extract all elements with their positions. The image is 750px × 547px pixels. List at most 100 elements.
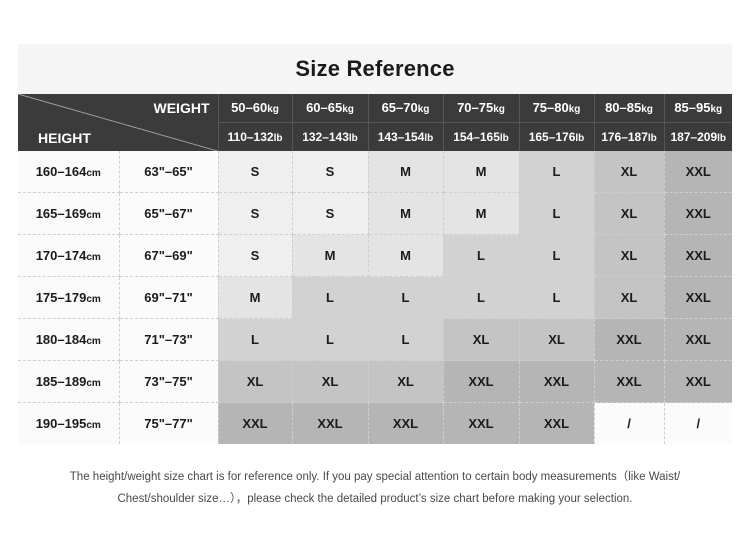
size-cell: XXL — [664, 234, 732, 277]
size-cell: M — [368, 151, 444, 193]
height-cm-cell: 170–174cm — [18, 234, 120, 277]
weight-header-lb: 154–165lb — [443, 122, 520, 151]
weight-kg-unit: kg — [342, 104, 354, 115]
header-row-weight-kg: WEIGHT HEIGHT 50–60kg 60–65kg 65–70kg 70–75kg… — [18, 94, 732, 151]
size-cell: L — [519, 192, 595, 235]
weight-header-kg: 80–85kg — [594, 94, 665, 123]
weight-kg-range: 70–75 — [457, 100, 494, 115]
weight-kg-range: 50–60 — [231, 100, 268, 115]
height-cm-cell: 190–195cm — [18, 402, 120, 444]
height-inch-cell: 63"–65" — [119, 151, 219, 193]
page-title: Size Reference — [295, 56, 455, 81]
weight-lb-unit: lb — [499, 133, 509, 144]
size-cell: XL — [218, 360, 293, 403]
height-cm-range: 180–184 — [35, 332, 87, 347]
height-cm-cell: 185–189cm — [18, 360, 120, 403]
weight-kg-range: 65–70 — [381, 100, 418, 115]
table-row: 165–169cm 65"–67" S S M M L XL XXL — [18, 192, 732, 235]
size-cell: XXL — [519, 402, 595, 444]
height-cm-range: 190–195 — [35, 416, 87, 431]
size-cell: L — [292, 276, 369, 319]
size-cell: S — [292, 192, 369, 235]
size-cell: L — [218, 318, 293, 361]
weight-header-kg: 85–95kg — [664, 94, 732, 123]
size-cell: XL — [594, 234, 665, 277]
size-cell: / — [664, 402, 732, 444]
weight-header-kg: 70–75kg — [443, 94, 520, 123]
size-cell: XXL — [292, 402, 369, 444]
weight-lb-range: 110–132 — [227, 130, 274, 144]
height-axis-label: HEIGHT — [38, 130, 91, 146]
weight-kg-unit: kg — [710, 104, 723, 115]
title-band: Size Reference — [18, 44, 732, 94]
header-row-weight-lb: 110–132lb 132–143lb 143–154lb 154–165lb 165–… — [18, 122, 732, 151]
height-cm-range: 165–169 — [35, 206, 87, 221]
diagonal-divider-icon — [18, 94, 218, 151]
weight-header-lb: 176–187lb — [594, 122, 665, 151]
weight-lb-range: 143–154 — [377, 130, 425, 144]
size-cell: XXL — [664, 318, 732, 361]
size-cell: XL — [594, 276, 665, 319]
weight-header-kg: 65–70kg — [368, 94, 444, 123]
weight-kg-unit: kg — [493, 104, 505, 115]
weight-header-kg: 60–65kg — [292, 94, 369, 123]
height-inch-cell: 65"–67" — [119, 192, 219, 235]
size-cell: XXL — [218, 402, 293, 444]
weight-lb-unit: lb — [273, 133, 283, 144]
height-inch-cell: 71"–73" — [119, 318, 219, 361]
size-cell: M — [443, 192, 520, 235]
weight-header-kg: 50–60kg — [218, 94, 293, 123]
size-cell: XXL — [594, 318, 665, 361]
height-cm-range: 160–164 — [35, 164, 87, 179]
size-cell: M — [368, 192, 444, 235]
weight-header-lb: 110–132lb — [218, 122, 293, 151]
weight-lb-range: 187–209 — [670, 130, 718, 144]
size-cell: L — [292, 318, 369, 361]
size-cell: M — [368, 234, 444, 277]
size-cell: XL — [594, 192, 665, 235]
table-row: 160–164cm 63"–65" S S M M L XL XXL — [18, 151, 732, 193]
size-cell: S — [218, 192, 293, 235]
height-inch-cell: 69"–71" — [119, 276, 219, 319]
disclaimer-line-1: The height/weight size chart is for refe… — [69, 471, 681, 483]
disclaimer-note: The height/weight size chart is for refe… — [18, 466, 732, 510]
disclaimer-line-2: Chest/shoulder size…），please check the d… — [117, 493, 633, 505]
weight-kg-unit: kg — [417, 104, 430, 115]
height-cm-unit: cm — [86, 210, 101, 221]
height-inch-cell: 67"–69" — [119, 234, 219, 277]
height-cm-unit: cm — [86, 336, 101, 347]
weight-lb-range: 132–143 — [302, 130, 349, 144]
weight-lb-range: 165–176 — [528, 130, 576, 144]
height-cm-unit: cm — [86, 378, 101, 389]
weight-header-lb: 143–154lb — [368, 122, 444, 151]
size-reference-table: WEIGHT HEIGHT 50–60kg 60–65kg 65–70kg 70–75kg… — [18, 94, 732, 444]
weight-lb-unit: lb — [424, 133, 434, 144]
height-cm-range: 185–189 — [35, 374, 87, 389]
height-cm-range: 170–174 — [35, 248, 87, 263]
height-cm-cell: 180–184cm — [18, 318, 120, 361]
size-cell: XL — [519, 318, 595, 361]
height-cm-unit: cm — [86, 252, 101, 263]
size-cell: M — [218, 276, 293, 319]
height-cm-cell: 160–164cm — [18, 151, 120, 193]
height-cm-cell: 175–179cm — [18, 276, 120, 319]
weight-lb-range: 176–187 — [601, 130, 648, 144]
weight-kg-unit: kg — [267, 104, 279, 115]
size-cell: XL — [594, 151, 665, 193]
weight-axis-label: WEIGHT — [153, 100, 210, 116]
height-cm-unit: cm — [86, 168, 101, 179]
weight-kg-range: 75–80 — [532, 100, 569, 115]
size-cell: S — [218, 234, 293, 277]
height-inch-cell: 73"–75" — [119, 360, 219, 403]
weight-lb-unit: lb — [575, 133, 585, 144]
table-row: 170–174cm 67"–69" S M M L L XL XXL — [18, 234, 732, 277]
weight-header-lb: 165–176lb — [519, 122, 595, 151]
weight-header-kg: 75–80kg — [519, 94, 595, 123]
size-cell: L — [443, 276, 520, 319]
size-cell: L — [368, 276, 444, 319]
size-cell: S — [218, 151, 293, 193]
size-cell: XXL — [443, 360, 520, 403]
weight-lb-unit: lb — [647, 133, 657, 144]
weight-kg-range: 60–65 — [306, 100, 343, 115]
